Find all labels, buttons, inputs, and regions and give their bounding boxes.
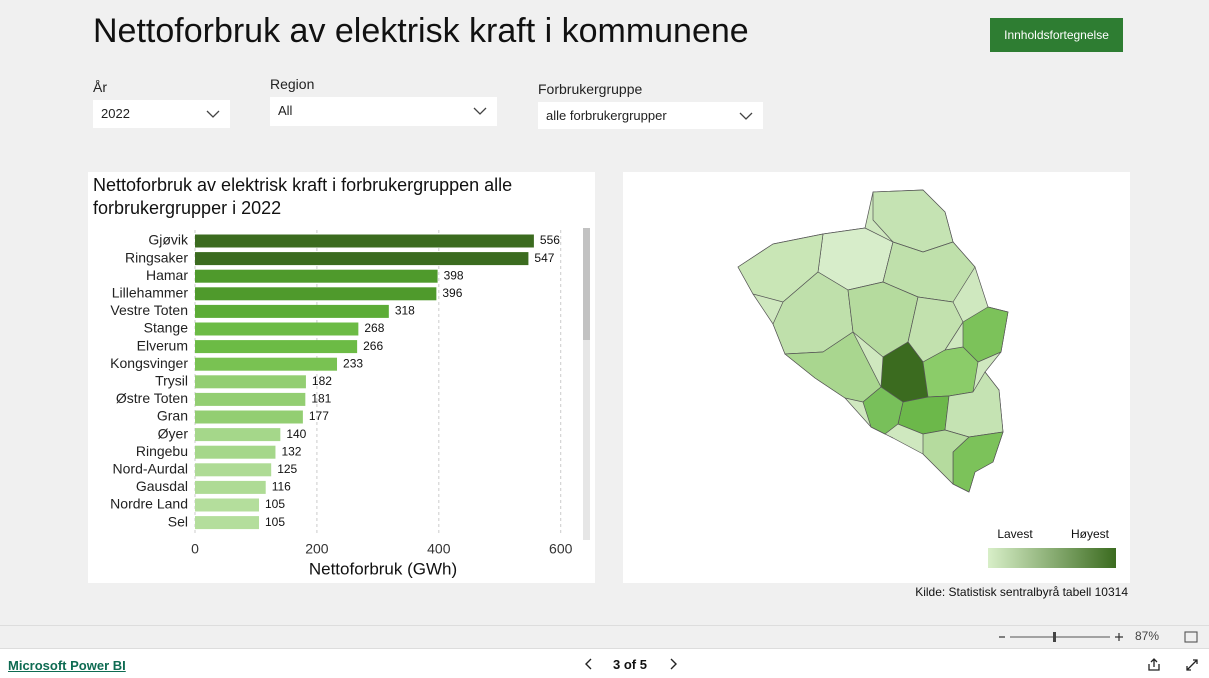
dropdown[interactable]: alle forbrukergrupper bbox=[538, 102, 763, 129]
chevron bbox=[473, 107, 487, 115]
value-label: 105 bbox=[265, 515, 285, 529]
x-tick-label: 200 bbox=[305, 541, 329, 557]
value-label: 318 bbox=[395, 304, 415, 318]
bar bbox=[195, 392, 306, 406]
brand-link[interactable]: Microsoft Power BI bbox=[8, 658, 126, 673]
bar-chart: Nettoforbruk (GWh) 0 200 400 600 Gjøvik 556 Ri… bbox=[110, 228, 590, 578]
legend-low: Lavest bbox=[997, 527, 1033, 541]
dropdown-value: 2022 bbox=[101, 106, 130, 121]
value-label: 556 bbox=[540, 233, 560, 247]
dropdown-value: All bbox=[278, 103, 293, 118]
value-label: 266 bbox=[363, 339, 383, 353]
y-tick-label: Sel bbox=[168, 513, 188, 529]
x-tick-label: 0 bbox=[191, 541, 199, 557]
y-tick-label: Ringebu bbox=[136, 443, 188, 459]
y-tick-label: Elverum bbox=[137, 337, 188, 353]
y-tick-label: Nord-Aurdal bbox=[113, 461, 188, 477]
scrollbar-track bbox=[583, 228, 590, 540]
value-label: 396 bbox=[442, 286, 462, 300]
y-tick-label: Ringsaker bbox=[125, 249, 188, 265]
filter-label: Region bbox=[270, 76, 315, 92]
value-label: 116 bbox=[272, 480, 291, 494]
value-label: 181 bbox=[311, 392, 331, 406]
x-tick-label: 400 bbox=[427, 541, 451, 557]
y-tick-label: Trysil bbox=[155, 373, 188, 389]
y-tick-label: Gjøvik bbox=[148, 232, 189, 248]
value-label: 125 bbox=[277, 462, 297, 476]
y-tick-label: Nordre Land bbox=[110, 496, 188, 512]
fullscreen[interactable] bbox=[1184, 657, 1200, 673]
zoom-level: 87% bbox=[1135, 629, 1159, 643]
y-tick-label: Hamar bbox=[146, 267, 188, 283]
y-tick-label: Lillehammer bbox=[112, 285, 189, 301]
scrollbar-thumb[interactable] bbox=[583, 228, 590, 340]
share[interactable] bbox=[1146, 657, 1162, 673]
bar bbox=[195, 252, 529, 266]
y-tick-label: Kongsvinger bbox=[110, 355, 188, 371]
value-label: 398 bbox=[444, 268, 464, 282]
value-label: 268 bbox=[364, 321, 384, 335]
y-tick-label: Stange bbox=[144, 320, 189, 336]
bar bbox=[195, 322, 359, 336]
bar bbox=[195, 480, 266, 494]
source: Kilde: Statistisk sentralbyrå tabell 103… bbox=[915, 585, 1128, 599]
fit-page[interactable] bbox=[1184, 631, 1198, 643]
map: Lavest Høyest bbox=[737, 189, 1116, 568]
value-label: 177 bbox=[309, 409, 329, 423]
x-tick-label: 600 bbox=[549, 541, 573, 557]
filter-label: År bbox=[93, 79, 107, 95]
footer bbox=[0, 648, 1209, 678]
bar bbox=[195, 375, 306, 389]
next-page[interactable] bbox=[668, 657, 680, 671]
bar bbox=[195, 516, 259, 530]
y-tick-label: Gausdal bbox=[136, 478, 188, 494]
y-tick-label: Østre Toten bbox=[116, 390, 188, 406]
chevron bbox=[206, 110, 220, 118]
bar bbox=[195, 304, 389, 318]
page-title: Nettoforbruk av elektrisk kraft i kommun… bbox=[93, 12, 749, 50]
prev-page[interactable] bbox=[583, 657, 595, 671]
value-label: 132 bbox=[281, 444, 301, 458]
dropdown-value: alle forbrukergrupper bbox=[546, 108, 667, 123]
bar bbox=[195, 445, 276, 459]
filter-label: Forbrukergruppe bbox=[538, 81, 643, 97]
bar bbox=[195, 428, 281, 442]
bar bbox=[195, 340, 358, 354]
municipalities bbox=[737, 189, 1009, 493]
y-tick-label: Øyer bbox=[158, 425, 189, 441]
chevron bbox=[739, 112, 753, 120]
value-label: 140 bbox=[286, 427, 306, 441]
chart-title: Nettoforbruk av elektrisk kraft i forbru… bbox=[93, 175, 513, 218]
bar bbox=[195, 269, 438, 283]
value-label: 182 bbox=[312, 374, 332, 388]
y-tick-label: Gran bbox=[157, 408, 188, 424]
bar bbox=[195, 357, 338, 371]
dropdown[interactable]: All bbox=[270, 97, 497, 126]
value-label: 547 bbox=[534, 251, 554, 265]
bar bbox=[195, 287, 437, 301]
value-label: 233 bbox=[343, 356, 363, 370]
y-tick-label: Vestre Toten bbox=[110, 302, 188, 318]
dropdown[interactable]: 2022 bbox=[93, 100, 230, 128]
bar bbox=[195, 498, 259, 512]
zoom-bar bbox=[0, 625, 1209, 649]
legend-gradient bbox=[988, 548, 1116, 568]
legend-high: Høyest bbox=[1071, 527, 1110, 541]
toc-button[interactable]: Innholdsfortegnelse bbox=[990, 18, 1123, 52]
x-axis-title: Nettoforbruk (GWh) bbox=[309, 559, 457, 578]
bar bbox=[195, 234, 534, 248]
bar bbox=[195, 410, 303, 424]
zoom-control: 87% bbox=[999, 629, 1198, 643]
value-label: 105 bbox=[265, 497, 285, 511]
zoom-in[interactable] bbox=[1115, 633, 1123, 641]
page-indicator: 3 of 5 bbox=[613, 657, 647, 672]
bar bbox=[195, 463, 272, 477]
zoom-thumb[interactable] bbox=[1053, 632, 1056, 642]
